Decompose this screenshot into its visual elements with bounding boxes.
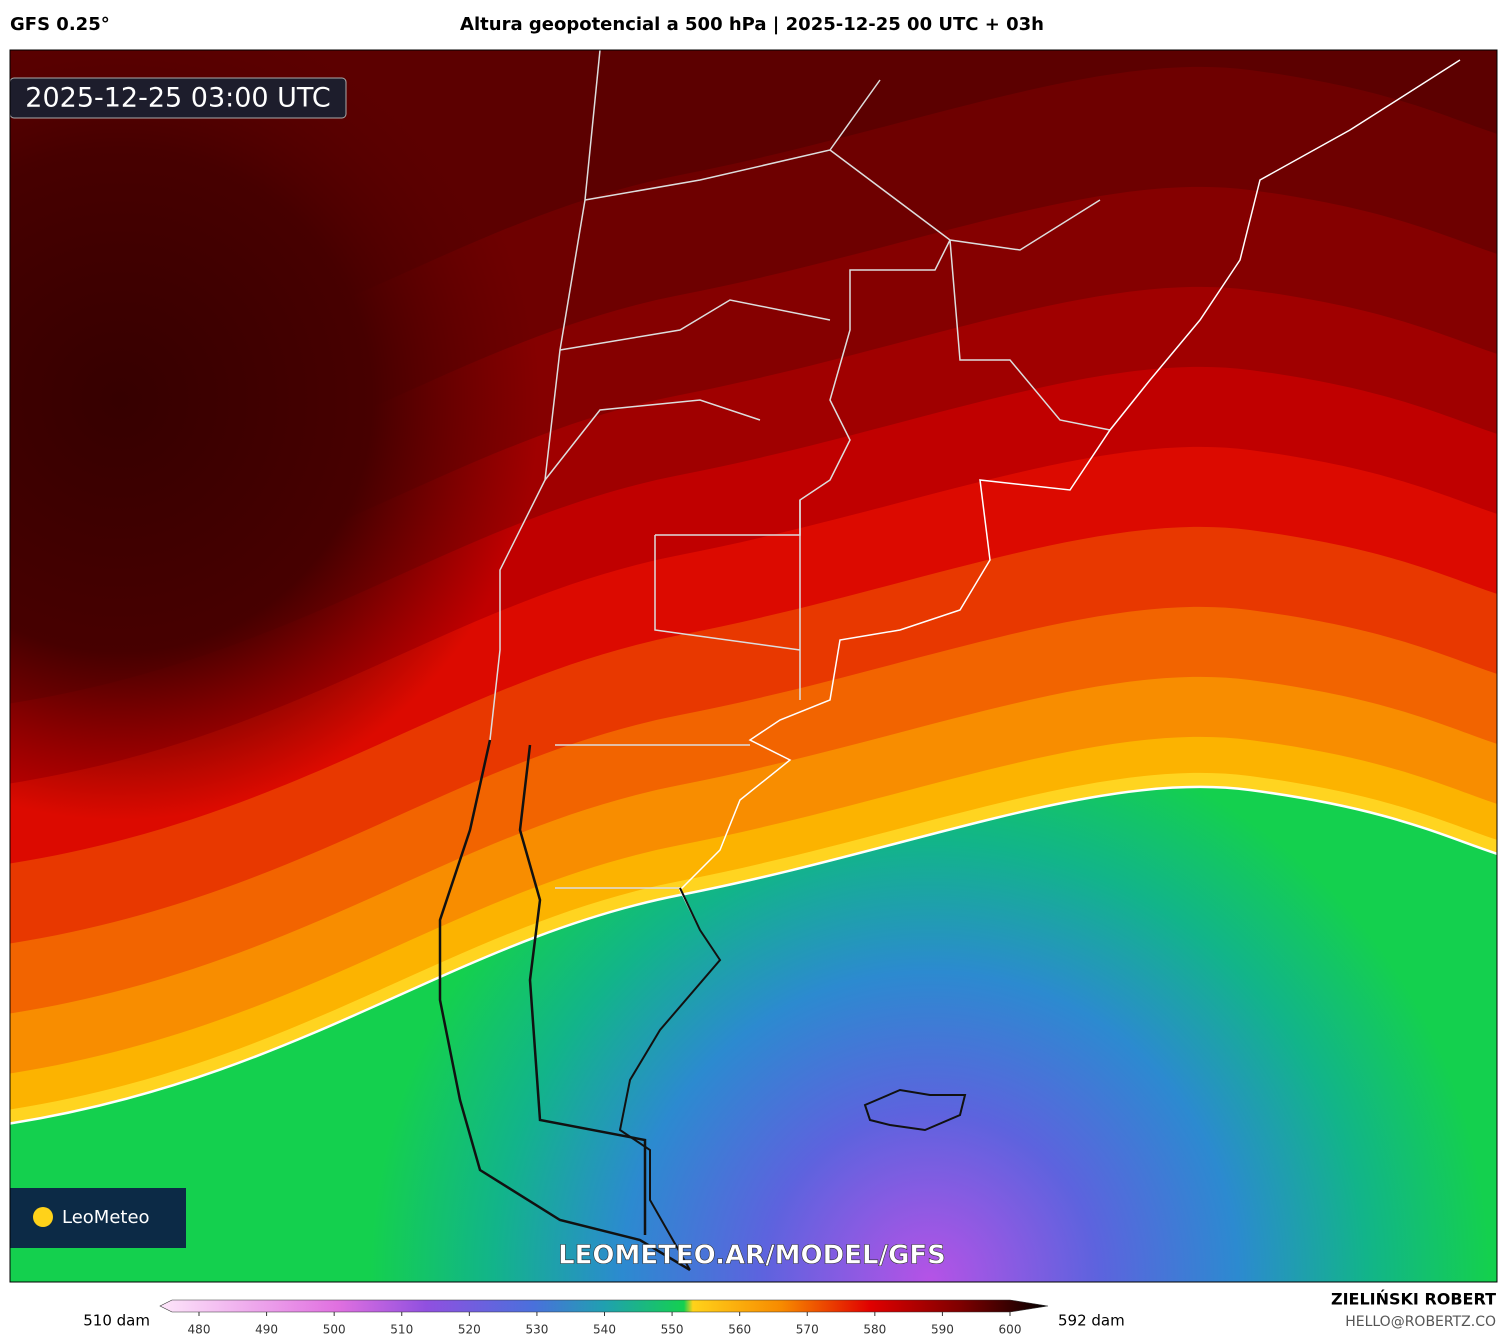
colorbar-tick-label: 600 (999, 1323, 1022, 1337)
colorbar-ramp (159, 1299, 1049, 1313)
colorbar-tick-label: 560 (728, 1323, 751, 1337)
author: ZIELIŃSKI ROBERT (1331, 1290, 1496, 1309)
timestamp: 2025-12-25 03:00 UTC (25, 83, 330, 114)
map-frame (9, 49, 1498, 1283)
province-border (544, 79, 1101, 481)
low-pressure (10, 50, 710, 850)
logo-text: LeoMeteo (62, 1207, 150, 1228)
colorbar-tick-label: 590 (931, 1323, 954, 1337)
colorbar-min-label: 510 dam (83, 1312, 150, 1330)
borders (489, 50, 1111, 889)
model-label: GFS 0.25° (10, 14, 110, 35)
map: 2025-12-25 03:00 UTC LeoMeteo LEOMETEO.A… (10, 50, 1497, 1282)
watermark: LEOMETEO.AR/MODEL/GFS (558, 1241, 946, 1271)
timestamp-box (10, 77, 347, 119)
email: HELLO@ROBERTZ.CO (1345, 1314, 1496, 1330)
colorbar-tick-label: 570 (796, 1323, 819, 1337)
country-border (949, 239, 1111, 431)
cold-region (10, 785, 1497, 1282)
colorbar-tick-label: 580 (863, 1323, 886, 1337)
colorbar-tick-label: 530 (525, 1323, 548, 1337)
patagonia-coast (618, 887, 722, 1271)
map-title: Altura geopotencial a 500 hPa | 2025-12-… (460, 14, 1044, 35)
colorbar-tick-label: 520 (458, 1323, 481, 1337)
falkland-islands (863, 1088, 967, 1132)
colorbar-max-label: 592 dam (1058, 1312, 1125, 1330)
logo-sun (33, 1207, 53, 1227)
colorbar-tick-label: 540 (593, 1323, 616, 1337)
province-border (555, 500, 801, 889)
colorbar-tick-label: 550 (661, 1323, 684, 1337)
colorbar-tick-label: 480 (188, 1323, 211, 1337)
chile-coast (438, 739, 691, 1272)
colorbar-tick-label: 490 (255, 1323, 278, 1337)
colorbar-tick-label: 510 (390, 1323, 413, 1337)
colorbar-tick-label: 500 (323, 1323, 346, 1337)
colorbar: 510 dam 592 dam 480 490 500 510 520 530 540 550… (83, 1299, 1125, 1337)
